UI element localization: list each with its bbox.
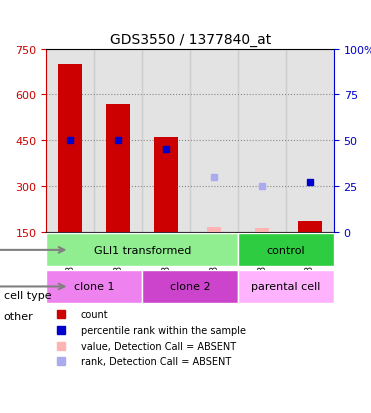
Text: parental cell: parental cell	[251, 282, 321, 292]
Bar	[255, 228, 269, 232]
Text: clone 2: clone 2	[170, 282, 210, 292]
Bar	[106, 104, 130, 232]
Text: clone 1: clone 1	[74, 282, 115, 292]
Bar	[190, 50, 238, 232]
Bar	[94, 50, 142, 232]
Bar	[58, 65, 82, 232]
FancyBboxPatch shape	[142, 271, 238, 303]
FancyBboxPatch shape	[46, 234, 238, 267]
Title: GDS3550 / 1377840_at: GDS3550 / 1377840_at	[109, 33, 271, 47]
Bar	[142, 50, 190, 232]
FancyBboxPatch shape	[238, 271, 334, 303]
Bar	[238, 50, 286, 232]
Text: GLI1 transformed: GLI1 transformed	[93, 245, 191, 255]
Text: rank, Detection Call = ABSENT: rank, Detection Call = ABSENT	[81, 356, 231, 366]
FancyBboxPatch shape	[46, 271, 142, 303]
Text: value, Detection Call = ABSENT: value, Detection Call = ABSENT	[81, 341, 236, 351]
Bar	[207, 228, 221, 232]
Bar	[154, 138, 178, 232]
Text: percentile rank within the sample: percentile rank within the sample	[81, 325, 246, 335]
Bar	[46, 50, 94, 232]
Text: count: count	[81, 309, 108, 319]
Bar	[286, 50, 334, 232]
Text: other: other	[4, 311, 33, 321]
Bar	[298, 221, 322, 232]
FancyBboxPatch shape	[238, 234, 334, 267]
Text: control: control	[267, 245, 305, 255]
Text: cell type: cell type	[4, 290, 51, 300]
